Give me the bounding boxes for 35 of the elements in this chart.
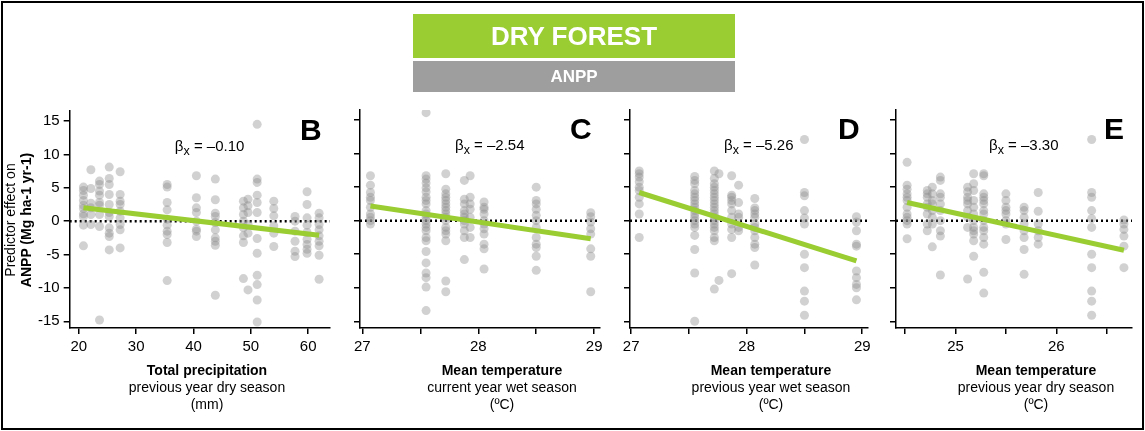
text: ANPP <box>413 61 735 92</box>
annotation: D <box>838 112 860 145</box>
y-tick-label: 15 <box>42 111 60 129</box>
x-tick-label: 28 <box>738 337 756 355</box>
y-tick-label: -15 <box>37 311 60 329</box>
x-tick-label: 30 <box>127 337 145 355</box>
y-tick-label: 5 <box>51 177 60 195</box>
annotation: β$_{x}$ = –2.54 <box>455 136 525 159</box>
text: DRY FOREST <box>413 14 735 58</box>
x-tick-label: 50 <box>242 337 260 355</box>
x-tick-label: 25 <box>947 337 964 355</box>
x-tick-label: 27 <box>353 337 371 355</box>
x-tick-label: 60 <box>299 337 317 355</box>
x-axis-title: Mean temperature previous year dry season (ºC) <box>956 362 1116 413</box>
x-tick-label: 20 <box>70 337 88 355</box>
x-tick-label: 27 <box>622 337 640 355</box>
annotation: C <box>570 112 592 145</box>
annotation: β$_{x}$ = –5.26 <box>724 136 794 159</box>
annotation: E <box>1104 112 1125 145</box>
annotation: B <box>300 113 322 146</box>
x-axis-title: Mean temperature previous year wet season (ºC) <box>690 362 852 413</box>
x-tick-label: 29 <box>853 337 871 355</box>
y-tick-label: 0 <box>51 211 60 229</box>
x-tick-label: 29 <box>585 337 603 355</box>
y-axis-title: Predictor effect on ANPP (Mg ha-1 yr-1) <box>2 152 35 287</box>
y-tick-label: 10 <box>42 144 60 162</box>
x-tick-label: 40 <box>185 337 202 355</box>
annotation: β$_{x}$ = –0.10 <box>174 137 245 160</box>
y-tick-label: -5 <box>46 244 60 262</box>
x-axis-title: Total precipitation previous year dry season (mm) <box>127 362 287 413</box>
x-axis-title: Mean temperature current year wet season (ºC) <box>426 362 578 413</box>
annotation: β$_{x}$ = –3.30 <box>989 136 1059 159</box>
x-tick-label: 26 <box>1048 337 1065 355</box>
y-tick-label: -10 <box>37 278 60 296</box>
x-tick-label: 28 <box>469 337 487 355</box>
